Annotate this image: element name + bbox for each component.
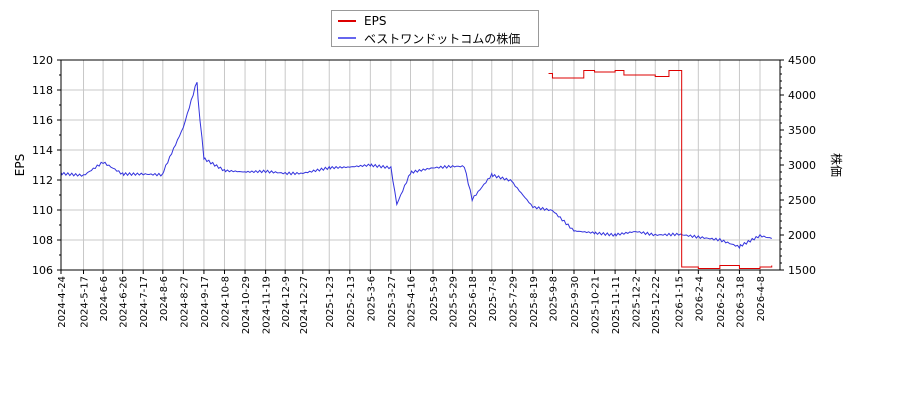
x-tick-label: 2025-10-21 bbox=[591, 276, 602, 334]
x-tick-label: 2025-8-19 bbox=[529, 276, 540, 328]
x-tick-label: 2025-12-22 bbox=[651, 276, 662, 334]
x-tick-label: 2025-12-2 bbox=[632, 276, 643, 328]
x-tick-label: 2025-6-18 bbox=[468, 276, 479, 328]
x-tick-label: 2025-5-29 bbox=[449, 276, 460, 328]
x-tick-label: 2025-7-8 bbox=[488, 276, 499, 321]
right-y-axis: 1500 2000 2500 3000 3500 4000 4500 bbox=[780, 54, 816, 277]
legend-label-eps: EPS bbox=[364, 14, 387, 28]
x-tick-label: 2025-9-30 bbox=[570, 276, 581, 328]
x-tick-label: 2024-10-29 bbox=[241, 276, 252, 334]
legend: EPS ベストワンドットコムの株価 bbox=[331, 10, 539, 47]
left-y-tick-label: 114 bbox=[32, 144, 53, 157]
x-tick-label: 2026-2-4 bbox=[694, 276, 705, 321]
right-y-tick-label: 2000 bbox=[788, 229, 816, 242]
grid-lines bbox=[60, 59, 780, 271]
x-tick-label: 2025-1-23 bbox=[325, 276, 336, 328]
eps-swatch-icon bbox=[338, 20, 356, 22]
x-tick-label: 2024-12-9 bbox=[281, 276, 292, 328]
x-tick-label: 2025-7-29 bbox=[508, 276, 519, 328]
price-swatch-icon bbox=[338, 37, 356, 39]
left-y-tick-label: 118 bbox=[32, 84, 53, 97]
x-tick-label: 2025-5-9 bbox=[429, 276, 440, 321]
right-y-tick-label: 4000 bbox=[788, 89, 816, 102]
right-y-tick-label: 4500 bbox=[788, 54, 816, 67]
x-tick-label: 2024-10-8 bbox=[220, 276, 231, 328]
x-tick-label: 2025-4-16 bbox=[407, 276, 418, 328]
legend-label-price: ベストワンドットコムの株価 bbox=[364, 31, 521, 46]
left-y-axis: 106 108 110 112 114 116 118 120 bbox=[32, 54, 61, 277]
right-y-tick-label: 3500 bbox=[788, 124, 816, 137]
left-y-tick-label: 112 bbox=[32, 174, 53, 187]
x-tick-label: 2024-8-6 bbox=[159, 276, 170, 321]
x-tick-label: 2026-3-18 bbox=[735, 276, 746, 328]
right-y-tick-label: 1500 bbox=[788, 264, 816, 277]
left-y-tick-label: 108 bbox=[32, 234, 53, 247]
left-y-tick-label: 120 bbox=[32, 54, 53, 67]
x-tick-label: 2025-11-11 bbox=[611, 276, 622, 334]
x-tick-label: 2026-1-15 bbox=[675, 276, 686, 328]
x-tick-label: 2024-4-24 bbox=[57, 276, 68, 328]
x-tick-label: 2024-9-17 bbox=[200, 276, 211, 328]
x-tick-label: 2025-2-13 bbox=[346, 276, 357, 328]
x-tick-label: 2025-9-8 bbox=[548, 276, 559, 321]
x-tick-label: 2024-5-17 bbox=[80, 276, 91, 328]
x-tick-label: 2024-12-27 bbox=[299, 276, 310, 334]
plot-frame bbox=[60, 59, 781, 271]
x-tick-label: 2026-2-26 bbox=[716, 276, 727, 328]
legend-item-eps: EPS bbox=[338, 13, 386, 29]
right-y-axis-title: 株価 bbox=[829, 153, 844, 177]
x-tick-label: 2024-11-19 bbox=[262, 276, 273, 334]
left-y-tick-label: 110 bbox=[32, 204, 53, 217]
left-y-tick-label: 116 bbox=[32, 114, 53, 127]
left-y-tick-label: 106 bbox=[32, 264, 53, 277]
x-tick-label: 2024-6-6 bbox=[99, 276, 110, 321]
x-tick-label: 2025-3-27 bbox=[387, 276, 398, 328]
right-y-tick-label: 2500 bbox=[788, 194, 816, 207]
x-tick-label: 2026-4-8 bbox=[756, 276, 767, 321]
eps-series-line bbox=[548, 70, 773, 269]
x-axis: 2024-4-24 2024-5-17 2024-6-6 2024-6-26 2024-… bbox=[57, 270, 767, 334]
right-y-tick-label: 3000 bbox=[788, 159, 816, 172]
price-series-line bbox=[60, 82, 772, 250]
left-y-axis-title: EPS bbox=[13, 154, 27, 176]
x-tick-label: 2024-7-17 bbox=[139, 276, 150, 328]
x-tick-label: 2024-6-26 bbox=[119, 276, 130, 328]
x-tick-label: 2024-8-27 bbox=[179, 276, 190, 328]
x-tick-label: 2025-3-6 bbox=[366, 276, 377, 321]
legend-item-price: ベストワンドットコムの株価 bbox=[338, 30, 520, 46]
